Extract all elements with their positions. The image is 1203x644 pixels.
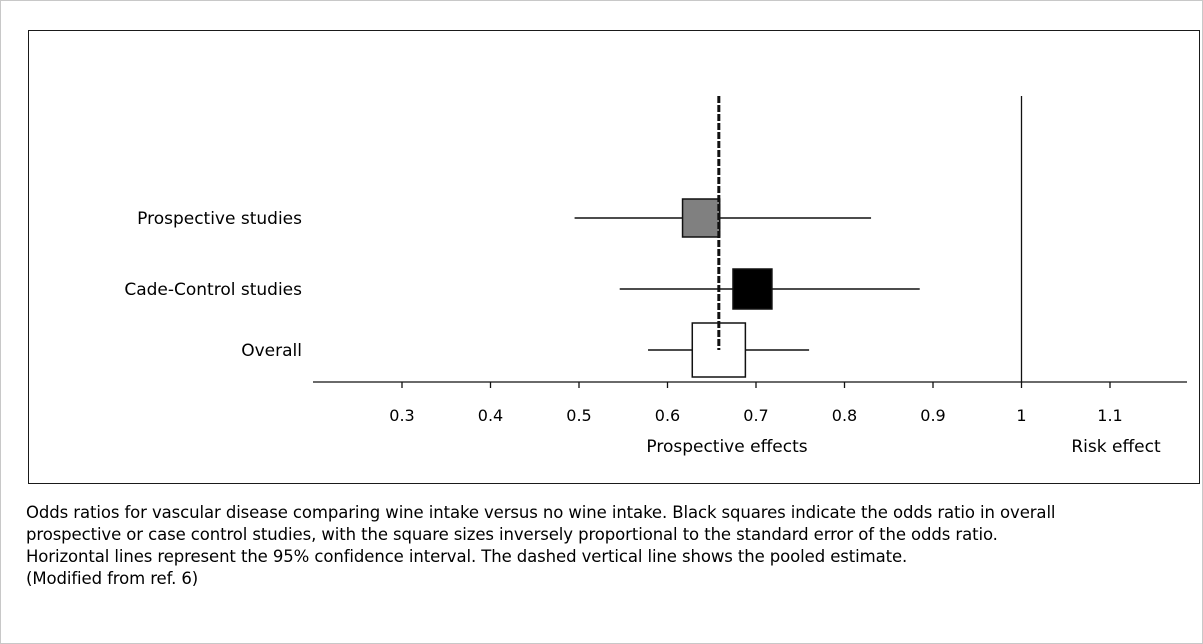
x-tick-label: 1 — [1016, 406, 1026, 425]
x-tick-label: 0.3 — [389, 406, 414, 425]
x-tick-label: 0.8 — [832, 406, 857, 425]
estimate-box — [681, 198, 721, 238]
forest-plot: Prospective studies Cade-Control studies O… — [124, 96, 1187, 457]
x-tick-label: 0.5 — [566, 406, 591, 425]
estimate-box — [732, 268, 773, 310]
x-axis-label-prospective: Prospective effects — [646, 437, 807, 457]
x-tick-label: 0.9 — [920, 406, 945, 425]
x-tick-label: 1.1 — [1097, 406, 1122, 425]
row-label: Overall — [241, 341, 302, 361]
x-tick-label: 0.4 — [478, 406, 503, 425]
x-tick-label: 0.6 — [655, 406, 680, 425]
x-axis-label-risk: Risk effect — [1071, 437, 1161, 457]
caption-line-3: Horizontal lines represent the 95% confi… — [26, 547, 908, 566]
plot-frame — [28, 30, 1200, 484]
figure-caption: Odds ratios for vascular disease compari… — [26, 502, 1201, 590]
caption-line-1: Odds ratios for vascular disease compari… — [26, 503, 1056, 522]
caption-line-2: prospective or case control studies, wit… — [26, 525, 998, 544]
row-label: Prospective studies — [137, 209, 302, 229]
row-label: Cade-Control studies — [124, 280, 302, 300]
caption-line-4: (Modified from ref. 6) — [26, 569, 199, 588]
x-tick-label: 0.7 — [743, 406, 768, 425]
